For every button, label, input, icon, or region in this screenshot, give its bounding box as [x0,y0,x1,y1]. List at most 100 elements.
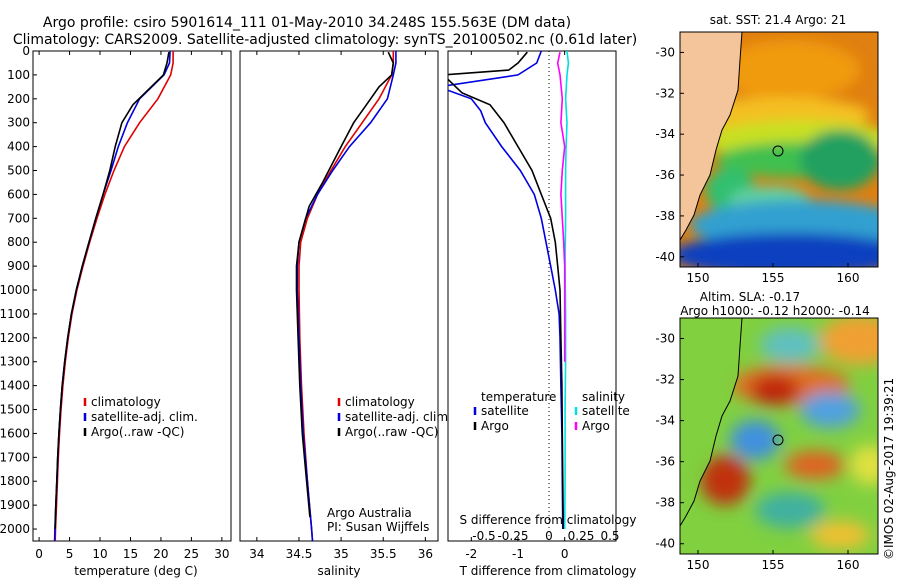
sla-coastline [680,318,743,527]
y-tick-label: 1500 [0,403,30,417]
y-tick-label: 100 [7,68,30,82]
lat-tick-label: -38 [655,209,675,223]
y-tick-label: 1400 [0,379,30,393]
s-diff-tick-label: 0.5 [600,529,619,543]
legend-label: satellite [582,404,630,418]
lat-tick-label: -32 [655,373,675,387]
lat-tick-label: -40 [655,537,675,551]
series-line-2-0 [448,51,564,530]
legend-label: satellite-adj. clim. [91,410,198,424]
legend-label: satellite-adj. clim. [345,410,452,424]
x-tick-label: 35.5 [370,547,397,561]
sst-coastline [680,32,743,241]
x-tick-label: 20 [153,547,168,561]
lon-tick-label: 150 [687,558,710,572]
lon-tick-label: 150 [687,271,710,285]
s-diff-tick-label: 0.25 [568,529,595,543]
x-tick-label: 5 [66,547,74,561]
sst-map: sat. SST: 21.4 Argo: 21 -30-32-34-36-38-… [655,13,879,285]
y-tick-label: 300 [7,116,30,130]
legend-heading-temperature: temperature [481,390,556,404]
y-tick-label: 1000 [0,283,30,297]
difference-lines [448,51,570,530]
legend-label: climatology [345,395,415,409]
lat-tick-label: -34 [655,414,675,428]
y-tick-label: 400 [7,140,30,154]
y-tick-label: 2000 [0,522,30,536]
imos-credit: ©IMOS 02-Aug-2017 19:39:21 [882,378,896,560]
y-tick-label: 1800 [0,474,30,488]
salinity-panel: 34 34.5 35 35.5 36 salinity climatologysatel… [239,50,452,578]
lon-tick-label: 155 [762,558,785,572]
temperature-panel: 0100200300400500600700800900100011001200… [0,44,232,578]
y-tick-label: 900 [7,259,30,273]
depth-tick-labels: 0 100 200 300 400 500 600 700 800 900 1000 1100 1200… [0,44,37,536]
lat-tick-label: -36 [655,168,675,182]
x-tick-label: 0 [35,547,43,561]
series-line-2-3 [556,52,566,362]
salinity-xlabel: salinity [317,564,360,578]
sla-land [680,318,742,526]
y-tick-label: 700 [7,211,30,225]
series-line-0-2 [54,52,170,530]
y-tick-label: 1100 [0,307,30,321]
sla-map-frame [679,317,879,555]
sst-map-frame [679,31,879,268]
salinity-axes-frame [239,50,439,542]
s-diff-tick-label: 0 [545,529,553,543]
difference-panel: -2 -1 0 -0.5 -0.25 0 0.25 0.5 T difference fro… [447,50,637,578]
legend-label: Argo [582,419,610,433]
x-tick-label: -2 [465,547,477,561]
salinity-tick-labels: 34 34.5 35 35.5 36 [249,51,433,561]
y-tick-label: 800 [7,235,30,249]
sla-argo-marker [772,434,784,446]
x-tick-label: 34.5 [286,547,313,561]
salinity-lines [295,51,397,541]
sla-lon-labels: 150 155 160 [687,550,860,572]
difference-legend: temperaturesatelliteArgosalinitysatellit… [473,390,630,433]
y-tick-label: 1600 [0,426,30,440]
title-line-1: Argo profile: csiro 5901614_111 01-May-2… [43,15,571,31]
legend-label: Argo(..raw -QC) [345,425,438,439]
x-tick-label: 35 [333,547,348,561]
x-tick-label: 10 [92,547,107,561]
lat-tick-label: -32 [655,86,675,100]
sst-map-title: sat. SST: 21.4 Argo: 21 [710,13,847,27]
sst-argo-marker [772,145,784,157]
lat-tick-label: -30 [655,332,675,346]
difference-axes-frame [447,50,617,542]
temperature-xlabel: temperature (deg C) [74,564,197,578]
lat-tick-label: -40 [655,250,675,264]
y-tick-label: 500 [7,164,30,178]
annotation-argo-australia: Argo Australia [327,506,412,520]
legend-label: Argo [481,419,509,433]
y-tick-label: 600 [7,187,30,201]
s-difference-tick-labels: -0.5 -0.25 0 0.25 0.5 [472,529,619,543]
sla-map-title-2: Argo h1000: -0.12 h2000: -0.14 [680,304,870,318]
x-tick-label: 36 [418,547,433,561]
y-tick-label: 1700 [0,450,30,464]
lon-tick-label: 160 [837,558,860,572]
series-line-1-2 [295,51,395,518]
temperature-axes-frame [32,50,232,542]
sla-map-title-1: Altim. SLA: -0.17 [700,290,800,304]
t-difference-xlabel: T difference from climatology [459,564,637,578]
y-tick-label: 0 [22,44,30,58]
y-tick-label: 200 [7,92,30,106]
x-tick-label: 0 [561,547,569,561]
lon-tick-label: 155 [762,271,785,285]
x-tick-label: -1 [512,547,524,561]
s-difference-xlabel: S difference from climatology [460,513,637,527]
sst-lat-labels: -30 -32 -34 -36 -38 -40 [655,45,684,264]
series-line-2-1 [448,51,565,530]
legend-heading-salinity: salinity [582,390,625,404]
legend-label: climatology [91,395,161,409]
x-tick-label: 15 [123,547,138,561]
legend-label: Argo(..raw -QC) [91,425,184,439]
x-tick-label: 25 [184,547,199,561]
series-line-2-2 [563,51,570,530]
annotation-pi: PI: Susan Wijffels [327,520,429,534]
lat-tick-label: -34 [655,127,675,141]
y-tick-label: 1900 [0,498,30,512]
